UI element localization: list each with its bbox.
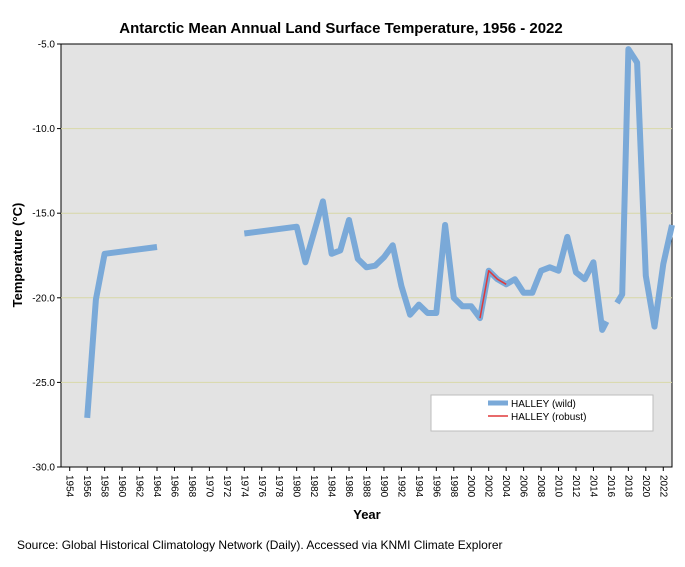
legend-box: [430, 394, 654, 432]
gridlines: [61, 128, 672, 383]
chart-title: Antarctic Mean Annual Land Surface Tempe…: [119, 20, 562, 37]
x-tick-label: 2006: [518, 475, 529, 498]
x-tick-label: 1974: [238, 475, 249, 498]
x-tick-label: 2010: [553, 475, 564, 498]
x-tick-label: 1970: [203, 475, 214, 498]
y-tick-label: -10.0: [32, 124, 55, 135]
x-tick-label: 2012: [570, 475, 581, 498]
legend-label-wild: HALLEY (wild): [511, 399, 576, 410]
y-axis-title: Temperature (°C): [10, 203, 25, 308]
y-tick-label: -5.0: [38, 40, 56, 51]
x-tick-label: 1980: [291, 475, 302, 498]
x-tick-label: 2004: [500, 475, 511, 498]
source-note: Source: Global Historical Climatology Ne…: [17, 538, 503, 552]
series-line-wild: [84, 244, 158, 419]
x-tick-label: 2000: [465, 475, 476, 498]
x-axis: 1954 1956 1958 1960 1962 1964 1966 1968 1970 1972…: [64, 467, 668, 498]
x-tick-label: 1964: [151, 475, 162, 498]
series-line-wild: [614, 46, 675, 330]
x-tick-label: 1954: [64, 475, 75, 498]
x-tick-label: 1968: [186, 475, 197, 498]
x-tick-label: 1972: [221, 475, 232, 498]
x-tick-label: 1976: [256, 475, 267, 498]
x-tick-label: 1996: [430, 475, 441, 498]
x-tick-label: 1988: [361, 475, 372, 498]
x-tick-label: 1990: [378, 475, 389, 498]
x-tick-label: 2008: [535, 475, 546, 498]
x-tick-label: 1956: [81, 475, 92, 498]
y-tick-label: -20.0: [32, 293, 55, 304]
y-tick-label: -25.0: [32, 378, 55, 389]
x-tick-label: 1984: [326, 475, 337, 498]
x-tick-label: 1986: [343, 475, 354, 498]
y-axis: -5.0 -10.0 -15.0 -20.0 -25.0 -30.0: [32, 40, 61, 474]
legend: HALLEY (wild) HALLEY (robust): [430, 394, 654, 432]
y-tick-label: -30.0: [32, 463, 55, 474]
x-tick-label: 2002: [483, 475, 494, 498]
x-tick-label: 1994: [413, 475, 424, 498]
x-tick-label: 1992: [395, 475, 406, 498]
x-tick-label: 2020: [640, 475, 651, 498]
x-tick-label: 1960: [116, 475, 127, 498]
x-tick-label: 1966: [168, 475, 179, 498]
x-tick-label: 1978: [273, 475, 284, 498]
x-tick-label: 2022: [657, 475, 668, 498]
x-tick-label: 1982: [308, 475, 319, 498]
x-tick-label: 2016: [605, 475, 616, 498]
series-line-robust: [479, 269, 507, 319]
legend-label-robust: HALLEY (robust): [511, 412, 586, 423]
x-axis-title: Year: [353, 507, 380, 522]
x-tick-label: 1998: [448, 475, 459, 498]
series-line-wild: [243, 198, 610, 333]
y-tick-label: -15.0: [32, 209, 55, 220]
x-tick-label: 2018: [622, 475, 633, 498]
x-tick-label: 2014: [587, 475, 598, 498]
x-tick-label: 1962: [134, 475, 145, 498]
x-tick-label: 1958: [99, 475, 110, 498]
series-lines: [84, 46, 675, 419]
